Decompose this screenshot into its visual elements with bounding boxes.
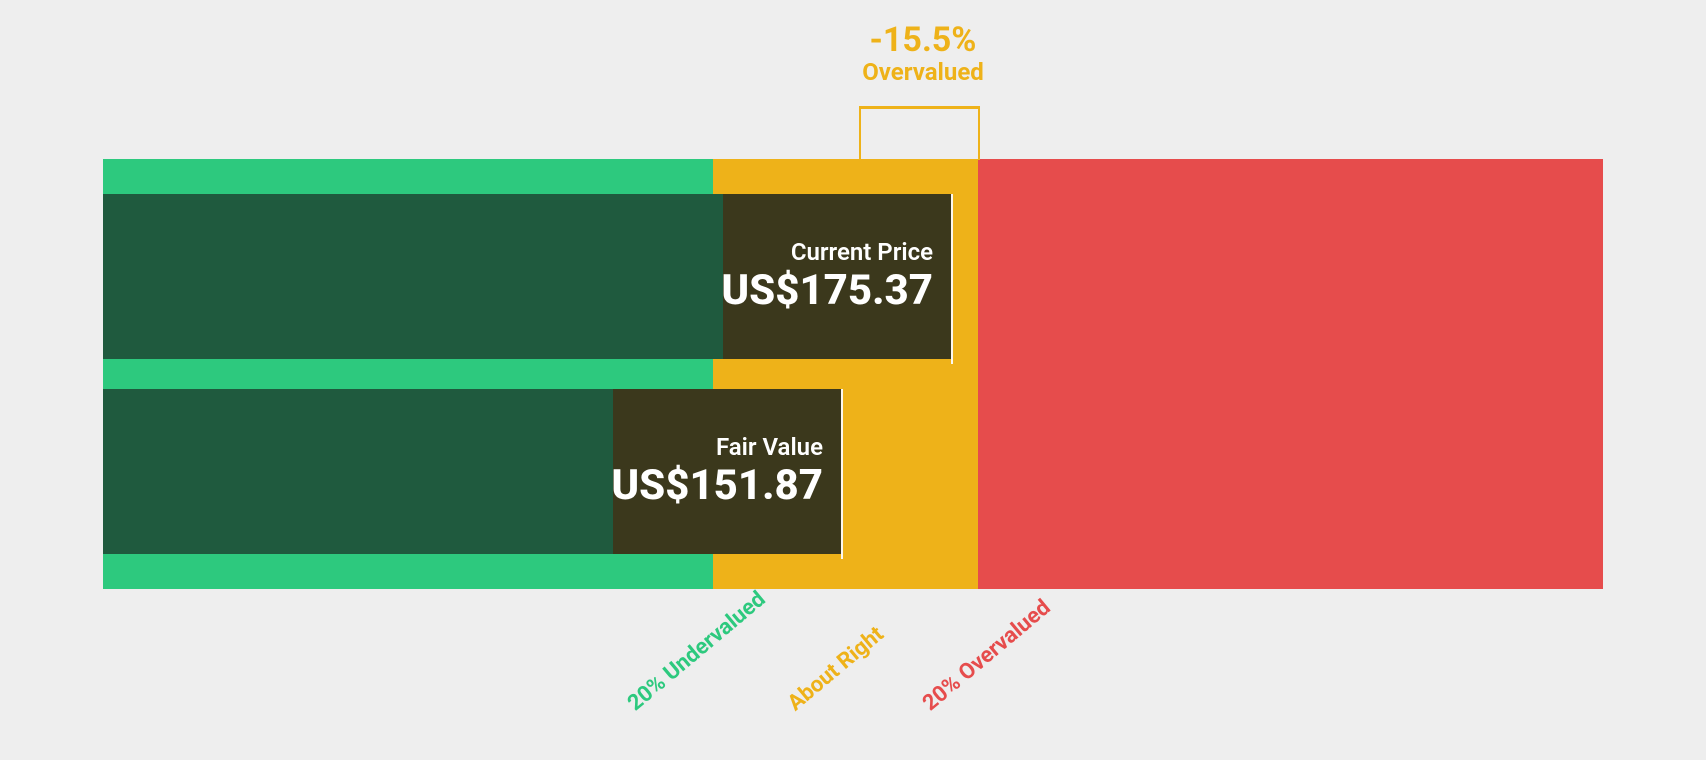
- fair-value-value: US$151.87: [611, 461, 823, 510]
- callout-connector: [859, 106, 980, 160]
- fair-value-label: Fair Value: [716, 433, 823, 461]
- axis-label-overvalued: 20% Overvalued: [918, 595, 1055, 716]
- current-price-bar-label-box: Current PriceUS$175.37: [723, 194, 953, 359]
- current-price-bar-tip-marker: [951, 194, 953, 364]
- axis-label-about-right: About Right: [783, 622, 889, 716]
- fair-value-bar-label-box: Fair ValueUS$151.87: [613, 389, 843, 554]
- axis-label-undervalued: 20% Undervalued: [623, 587, 770, 716]
- overvalued-zone: [978, 159, 1603, 589]
- valuation-callout: -15.5%Overvalued: [836, 22, 1010, 86]
- valuation-chart: Current PriceUS$175.37 Fair ValueUS$151.8…: [0, 0, 1706, 760]
- fair-value-bar-tip-marker: [841, 389, 843, 559]
- valuation-word: Overvalued: [836, 59, 1010, 85]
- current-price-value: US$175.37: [721, 266, 933, 315]
- valuation-percent: -15.5%: [836, 22, 1010, 59]
- current-price-label: Current Price: [791, 238, 933, 266]
